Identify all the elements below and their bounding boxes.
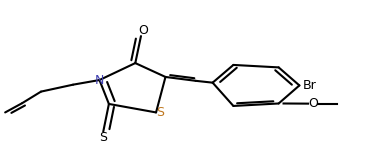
Text: S: S [99,131,107,144]
Text: Br: Br [303,79,317,92]
Text: O: O [308,97,318,110]
Text: S: S [156,106,164,119]
Text: N: N [95,73,104,87]
Text: O: O [138,24,148,37]
